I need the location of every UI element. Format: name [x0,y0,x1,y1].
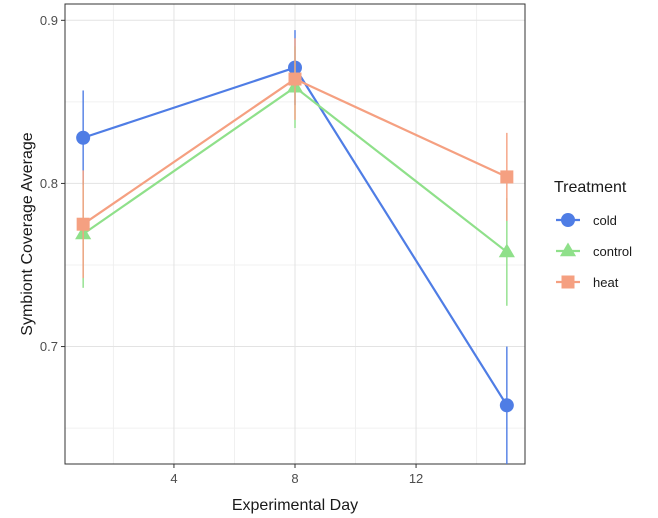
data-point [76,217,90,231]
y-tick-label: 0.8 [40,176,58,191]
series-heat [76,38,514,279]
legend-label: control [593,244,632,259]
x-axis-ticks: 4 8 12 [170,464,423,486]
legend-item-cold: cold [556,213,617,228]
y-axis-ticks: 0.7 0.8 0.9 [40,13,65,354]
x-axis-title: Experimental Day [232,497,358,514]
legend: Treatment cold control heat [554,179,632,290]
series-layer [75,30,515,464]
legend-key-marker [561,275,575,289]
data-point [499,398,514,413]
legend-label: cold [593,213,617,228]
legend-title: Treatment [554,179,627,196]
legend-label: heat [593,275,619,290]
y-tick-label: 0.7 [40,339,58,354]
legend-key-marker [559,242,577,257]
data-point [500,170,514,184]
legend-key-marker [561,213,575,227]
data-point [76,130,91,145]
data-point [498,243,515,258]
legend-item-heat: heat [556,275,619,290]
y-axis-title: Symbiont Coverage Average [19,132,36,335]
legend-item-control: control [556,242,632,259]
x-tick-label: 12 [409,471,423,486]
x-tick-label: 8 [291,471,298,486]
x-tick-label: 4 [170,471,177,486]
data-point [288,72,302,86]
legend-items: cold control heat [556,213,632,290]
y-tick-label: 0.9 [40,13,58,28]
